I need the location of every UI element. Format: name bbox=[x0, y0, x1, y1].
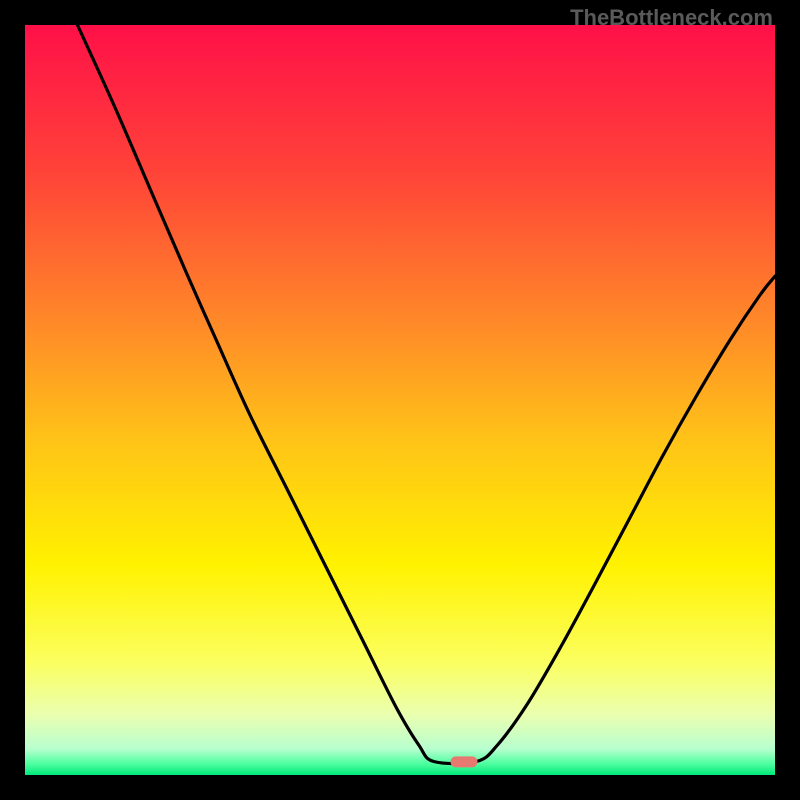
chart-frame: TheBottleneck.com bbox=[0, 0, 800, 800]
bottleneck-curve bbox=[25, 25, 775, 775]
optimum-marker bbox=[450, 756, 477, 767]
plot-area bbox=[25, 25, 775, 775]
watermark-text: TheBottleneck.com bbox=[570, 5, 773, 31]
